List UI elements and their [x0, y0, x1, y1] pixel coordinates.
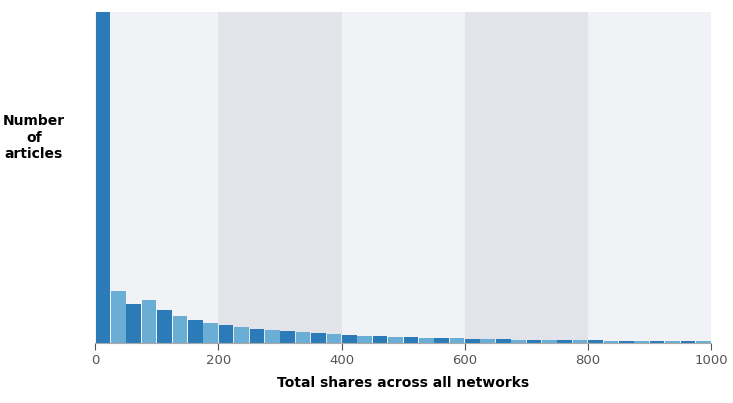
- Bar: [527, 340, 541, 343]
- Bar: [173, 316, 187, 343]
- Bar: [635, 341, 649, 343]
- Bar: [465, 339, 479, 343]
- Bar: [388, 337, 402, 343]
- Bar: [588, 12, 711, 343]
- Bar: [342, 12, 465, 343]
- Bar: [450, 338, 464, 343]
- Y-axis label: Number
of
articles: Number of articles: [3, 114, 65, 161]
- Bar: [573, 340, 587, 343]
- Bar: [465, 12, 588, 343]
- Bar: [281, 331, 295, 343]
- Bar: [358, 336, 372, 343]
- Bar: [235, 327, 248, 343]
- Bar: [158, 310, 172, 343]
- Bar: [681, 341, 695, 343]
- Bar: [696, 341, 710, 343]
- Bar: [96, 12, 110, 343]
- Bar: [619, 341, 633, 343]
- Bar: [312, 333, 325, 343]
- Bar: [95, 12, 218, 343]
- Bar: [604, 341, 618, 343]
- Bar: [542, 340, 556, 343]
- Bar: [219, 325, 233, 343]
- Bar: [188, 320, 202, 343]
- Bar: [435, 338, 449, 343]
- Bar: [111, 291, 125, 343]
- X-axis label: Total shares across all networks: Total shares across all networks: [277, 376, 529, 390]
- Bar: [558, 340, 572, 343]
- Bar: [496, 339, 510, 343]
- Bar: [589, 340, 603, 343]
- Bar: [142, 300, 156, 343]
- Bar: [650, 341, 664, 343]
- Bar: [666, 341, 679, 343]
- Bar: [419, 338, 433, 343]
- Bar: [512, 340, 526, 343]
- Bar: [327, 334, 341, 343]
- Bar: [265, 330, 279, 343]
- Bar: [250, 329, 264, 343]
- Bar: [204, 323, 218, 343]
- Bar: [481, 339, 495, 343]
- Bar: [218, 12, 342, 343]
- Bar: [296, 332, 310, 343]
- Bar: [373, 336, 387, 343]
- Bar: [127, 303, 141, 343]
- Bar: [342, 335, 356, 343]
- Bar: [404, 337, 418, 343]
